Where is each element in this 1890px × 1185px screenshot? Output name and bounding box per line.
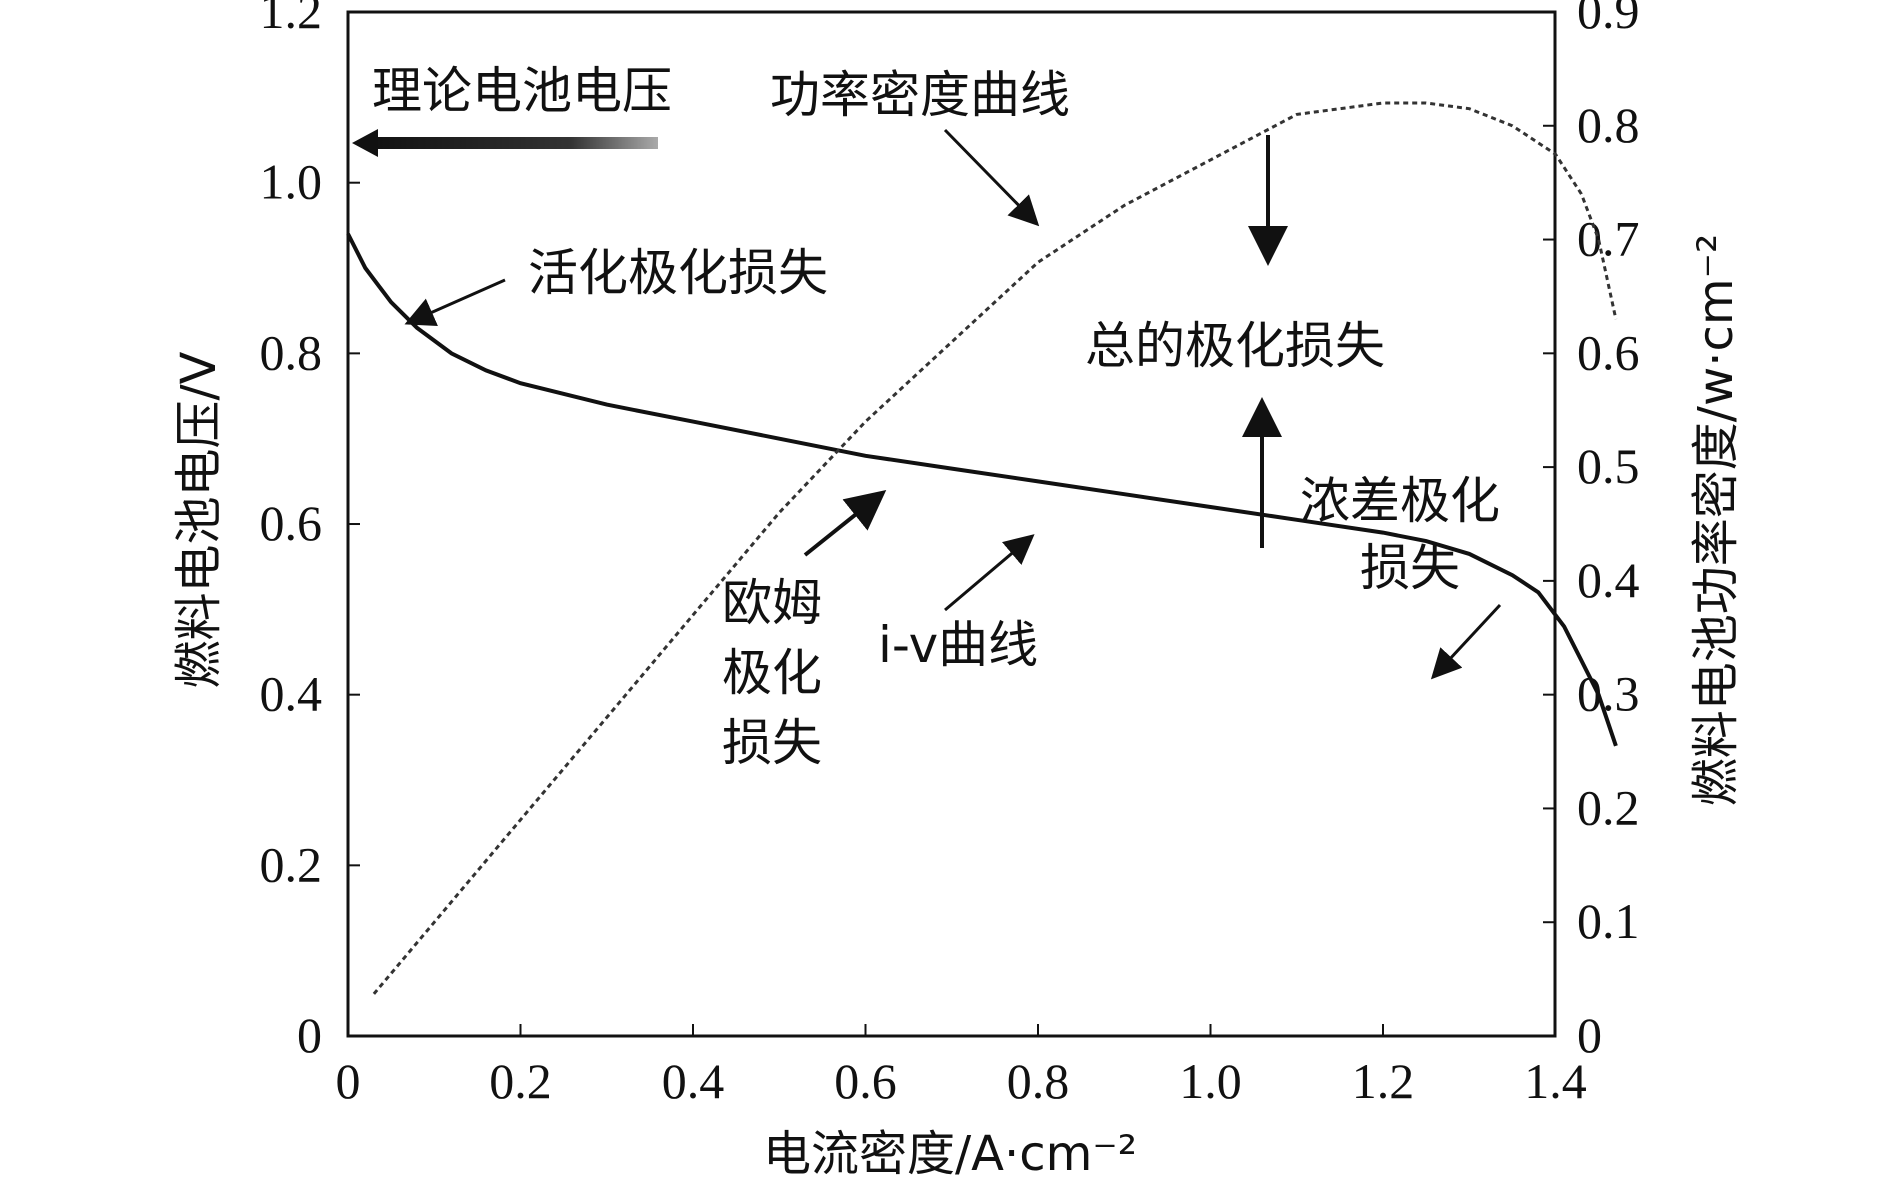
x-tick-label: 0.2 [489,1053,552,1109]
annotation-ohmic-loss-line1: 欧姆 [722,574,822,632]
y-left-tick-label: 1.2 [260,0,323,39]
y-right-tick-label: 0 [1577,1007,1602,1063]
theory-voltage-arrow-head [352,129,378,157]
x-tick-label: 0.4 [662,1053,725,1109]
y-left-axis-ticks: 0 0.2 0.4 0.6 0.8 1.0 1.2 [260,0,360,1063]
y-right-axis-ticks: 00.10.20.30.40.50.60.70.80.9 [1543,0,1640,1063]
y-right-tick-label: 0.6 [1577,324,1640,380]
power-density-series [372,101,1618,995]
iv-curve-series [346,232,1618,747]
x-axis-ticks: 0 0.2 0.4 0.6 0.8 1.0 1.2 1.4 [336,1024,1587,1109]
y-left-tick-label: 0.4 [260,666,323,722]
x-tick-label: 0 [336,1053,361,1109]
y-right-tick-label: 0.9 [1577,0,1640,39]
annotation-concentration-loss-line2: 损失 [1360,539,1460,597]
y-right-tick-label: 0.7 [1577,211,1640,267]
x-axis-title: 电流密度/A·cm⁻² [763,1126,1137,1182]
y-right-tick-label: 0.1 [1577,893,1640,949]
annotation-iv-curve: i-v曲线 [878,616,1038,674]
x-tick-label: 1.4 [1524,1053,1587,1109]
annotation-activation-loss: 活化极化损失 [528,244,828,302]
x-tick-label: 1.0 [1179,1053,1242,1109]
power-curve-arrow [943,128,1040,227]
theory-voltage-arrow-bar [368,137,658,149]
x-tick-label: 1.2 [1352,1053,1415,1109]
annotation-theory-voltage: 理论电池电压 [372,62,672,120]
annotation-power-curve: 功率密度曲线 [770,66,1070,124]
y-right-tick-label: 0.5 [1577,438,1640,494]
y-right-tick-label: 0.4 [1577,552,1640,608]
annotation-concentration-loss-line1: 浓差极化 [1300,472,1500,530]
y-left-tick-label: 0.8 [260,324,323,380]
y-right-tick-label: 0.2 [1577,779,1640,835]
x-tick-label: 0.8 [1007,1053,1070,1109]
x-tick-label: 0.6 [834,1053,897,1109]
y-left-tick-label: 1.0 [260,154,323,210]
y-right-axis-title: 燃料电池功率密度/w·cm⁻² [1688,234,1744,806]
y-left-axis-title: 燃料电池电压/V [171,351,227,688]
annotation-ohmic-loss-line3: 损失 [722,714,822,772]
annotation-ohmic-loss-line2: 极化 [722,644,822,702]
ohmic-loss-arrow [803,490,887,557]
y-right-tick-label: 0.8 [1577,97,1640,153]
y-left-tick-label: 0.6 [260,495,323,551]
concentration-loss-arrow [1430,603,1502,680]
y-left-tick-label: 0 [297,1007,322,1063]
iv-curve-arrow [944,534,1035,612]
annotation-total-loss: 总的极化损失 [1085,317,1385,375]
activation-loss-arrow [404,278,506,327]
y-left-tick-label: 0.2 [260,836,323,892]
